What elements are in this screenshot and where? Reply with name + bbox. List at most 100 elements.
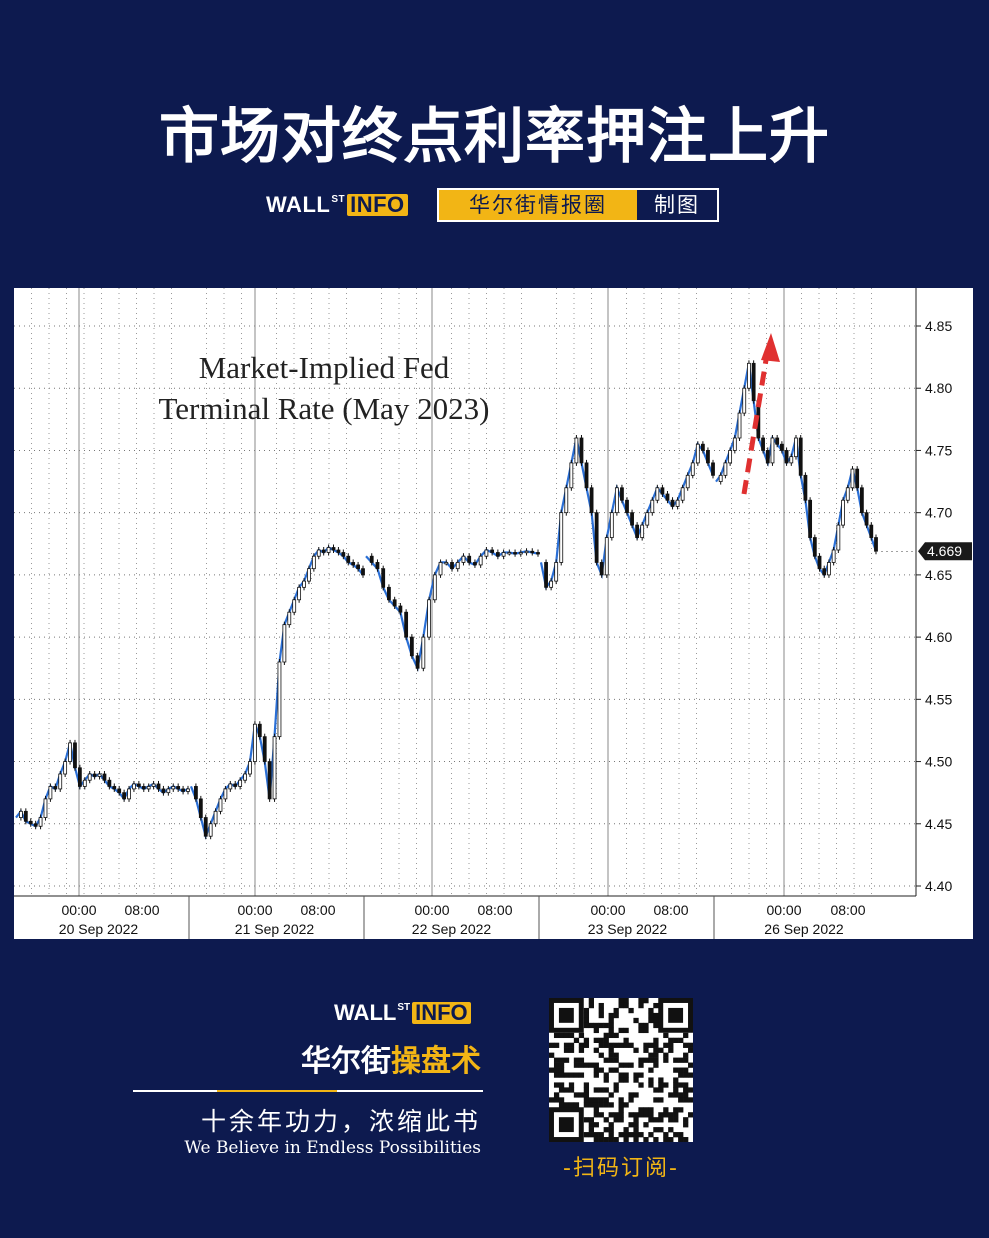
candle-body	[141, 786, 146, 790]
candle-body	[841, 499, 845, 526]
candle-body	[311, 555, 316, 570]
brand-tag-name: 华尔街情报圈	[439, 190, 637, 220]
candle-body	[287, 611, 292, 626]
qr-code-image	[549, 998, 694, 1143]
last-value-badge	[918, 542, 972, 561]
candle-body	[765, 450, 770, 464]
candle-body	[272, 736, 277, 800]
candle-body	[267, 761, 272, 800]
candle-body	[775, 437, 780, 445]
candle-body	[136, 783, 141, 787]
candle-body	[438, 562, 443, 576]
candle-body	[122, 792, 127, 800]
y-tick-label: 4.70	[925, 505, 952, 521]
y-tick-label: 4.50	[925, 754, 952, 770]
candle-body	[198, 798, 203, 818]
candle-body	[554, 562, 559, 582]
qr-code[interactable]	[549, 998, 694, 1143]
candle-body	[478, 555, 483, 566]
candle-body	[181, 788, 185, 792]
candle-body	[711, 462, 715, 476]
y-tick-label: 4.40	[925, 878, 952, 894]
candle-body	[117, 788, 122, 794]
candle-body	[262, 736, 267, 762]
candle-body	[812, 537, 817, 557]
candle-body	[845, 487, 850, 501]
candle-body	[784, 450, 789, 464]
last-value-label: 4.669	[927, 543, 962, 559]
footer-english-tagline: We Believe in Endless Possibilities	[184, 1138, 481, 1158]
x-tick-label: 00:00	[414, 902, 449, 918]
candle-body	[19, 810, 23, 818]
candle-body	[208, 823, 213, 837]
candle-body	[490, 549, 495, 553]
candle-body	[53, 786, 58, 790]
date-label: 20 Sep 2022	[59, 921, 139, 937]
grid-lines	[14, 288, 916, 896]
candle-body	[660, 487, 665, 495]
candle-body	[737, 412, 742, 439]
candle-body	[808, 499, 813, 538]
candle-body	[461, 555, 466, 563]
candle-body	[387, 586, 391, 601]
candle-body	[444, 562, 449, 565]
candle-body	[574, 437, 579, 464]
candle-body	[356, 564, 360, 570]
candle-body	[73, 742, 77, 769]
candle-body	[28, 820, 33, 825]
candle-body	[427, 599, 431, 638]
candle-body	[102, 773, 107, 781]
candle-body	[369, 555, 374, 563]
candle-body	[518, 552, 523, 555]
candle-body	[798, 437, 803, 476]
candle-body	[112, 786, 117, 790]
candle-body	[544, 562, 548, 588]
candle-body	[282, 624, 287, 663]
candle-body	[432, 574, 437, 601]
candle-body	[530, 550, 535, 554]
candle-body	[68, 742, 72, 762]
x-tick-label: 08:00	[830, 902, 865, 918]
candle-body	[176, 786, 181, 790]
candle-body	[822, 568, 827, 576]
candle-body	[398, 605, 403, 613]
candle-body	[850, 468, 855, 489]
candle-body	[604, 537, 609, 576]
candle-body	[484, 549, 489, 557]
candle-body	[695, 443, 700, 464]
candle-body	[82, 779, 87, 787]
candle-body	[690, 462, 695, 476]
candle-body	[584, 462, 589, 489]
x-tick-label: 00:00	[766, 902, 801, 918]
candle-body	[302, 580, 306, 588]
chart-panel: 4.40 4.45 4.50 4.55 4.60 4.65 4.70 4.75 4.80 4.85…	[14, 288, 973, 939]
candle-body	[404, 611, 409, 638]
candle-body	[23, 810, 28, 822]
candle-body	[361, 568, 365, 576]
y-tick-label: 4.60	[925, 629, 952, 645]
candle-body	[450, 562, 454, 570]
headline: 市场对终点利率押注上升	[159, 102, 830, 172]
candle-body	[507, 552, 512, 555]
candle-body	[326, 547, 331, 553]
candle-body	[770, 437, 775, 464]
candle-body	[524, 550, 529, 554]
candle-body	[728, 450, 733, 464]
candle-body	[127, 788, 131, 800]
candle-body	[228, 783, 233, 790]
candle-body	[38, 817, 43, 827]
brand-tag: 华尔街情报圈 制图	[437, 188, 719, 222]
y-tick-label: 4.85	[925, 318, 952, 334]
x-tick-label: 08:00	[477, 902, 512, 918]
candle-body	[564, 487, 569, 514]
candle-body	[751, 362, 756, 402]
terminal-rate-chart: 4.40 4.45 4.50 4.55 4.60 4.65 4.70 4.75 4.80 4.85…	[14, 288, 972, 939]
candle-body	[495, 552, 500, 557]
candle-body	[252, 723, 257, 762]
candle-body	[794, 437, 798, 458]
candle-body	[473, 562, 477, 566]
candle-body	[817, 555, 822, 570]
candle-body	[855, 468, 860, 489]
candle-body	[859, 487, 864, 514]
candle-body	[238, 779, 243, 787]
